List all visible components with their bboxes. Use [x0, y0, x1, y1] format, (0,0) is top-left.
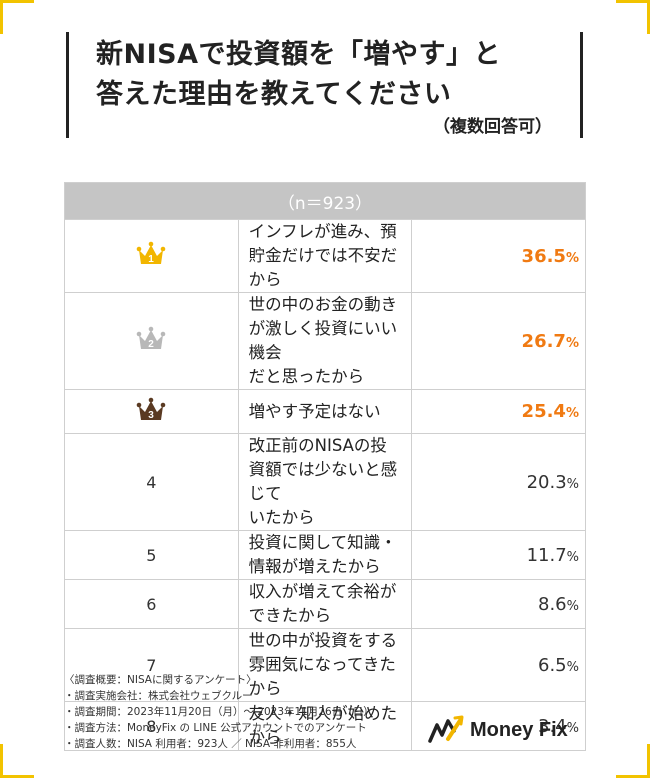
page-title-line-2: 答えた理由を教えてください — [96, 79, 452, 110]
percent-value: 11.7 — [526, 544, 567, 566]
reason-text: 世の中のお金の動きが激しく投資にいい機会 — [248, 295, 398, 362]
reason-text: 投資に関して知識・情報が増えたから — [248, 533, 397, 576]
table-row: 6 収入が増えて余裕ができたから 8.6% — [64, 579, 586, 629]
crown-icon-gold: 1 — [136, 241, 166, 271]
percent-value: 25.4 — [521, 401, 566, 422]
rank-cell: 1 — [64, 219, 239, 293]
ranking-table-body: 1 インフレが進み、預貯金だけでは不安だから 36.5% 2 世の中のお金の動きが激しく… — [64, 219, 586, 751]
svg-text:2: 2 — [149, 339, 155, 350]
percent-unit: % — [566, 720, 579, 736]
corner-accent-top-left-v — [0, 0, 3, 34]
svg-text:1: 1 — [149, 254, 155, 265]
crown-icon-bronze: 3 — [136, 397, 166, 427]
survey-note-line: ・調査期間：2023年11月20日（月）〜 2023年11月26日（日） — [64, 706, 374, 718]
rank-number: 8 — [146, 716, 157, 736]
survey-notes: 〈調査概要：NISAに関するアンケート〉 ・調査実施会社：株式会社ウェブクルー・調… — [64, 672, 374, 752]
percent-value: 3.4 — [538, 715, 567, 737]
table-row: 5 投資に関して知識・情報が増えたから 11.7% — [64, 530, 586, 580]
reason-text-cont: だと思ったから — [248, 367, 365, 386]
reason-cell: 投資に関して知識・情報が増えたから — [237, 530, 413, 580]
table-row: 8 友人・知人が始めたから 3.4% — [64, 701, 586, 751]
corner-accent-top-right-v — [647, 0, 650, 34]
reason-text: 増やす予定はない — [248, 401, 381, 421]
percent-unit: % — [565, 335, 579, 351]
reason-cell: 収入が増えて余裕ができたから — [237, 579, 413, 629]
reason-text: 世の中が投資をする雰囲気になってきたから — [248, 631, 398, 698]
percent-unit: % — [566, 598, 579, 614]
corner-accent-top-right-h — [616, 0, 650, 3]
percent-value: 36.5 — [521, 245, 566, 267]
svg-text:3: 3 — [149, 410, 155, 421]
table-row: 7 世の中が投資をする雰囲気になってきたから 6.5% — [64, 628, 586, 702]
page-title-line-1: 新NISAで投資額を「増やす」と — [96, 39, 501, 70]
rank-number: 4 — [146, 472, 157, 492]
corner-accent-bottom-left-v — [0, 744, 3, 778]
reason-text-cont: いたから — [248, 508, 315, 527]
rank-cell: 8 — [64, 701, 239, 751]
percent-value: 20.3 — [526, 471, 567, 493]
percent-unit: % — [565, 250, 579, 266]
corner-accent-top-left-h — [0, 0, 34, 3]
survey-note-line: ・調査方法：MoneyFix の LINE 公式アカウントでのアンケート — [64, 722, 367, 734]
survey-note-line: 〈調査概要：NISAに関するアンケート〉 — [64, 674, 257, 686]
percent-cell: 6.5% — [411, 628, 586, 702]
percent-value: 6.5 — [538, 654, 567, 676]
title-bracket-right — [580, 32, 583, 138]
percent-cell: 11.7% — [411, 530, 586, 580]
percent-unit: % — [566, 476, 579, 492]
rank-number: 6 — [146, 594, 157, 614]
table-row: 3 増やす予定はない 25.4% — [64, 389, 586, 434]
sample-size-header: （n＝923） — [64, 182, 586, 220]
multiple-answers-note: （複数回答可） — [433, 117, 552, 137]
rank-cell: 4 — [64, 433, 239, 531]
percent-cell: 8.6% — [411, 579, 586, 629]
reason-cell: 世の中のお金の動きが激しく投資にいい機会だと思ったから — [237, 292, 413, 390]
moneyfix-logo-icon — [428, 715, 464, 743]
ranking-table: （n＝923） 1 インフレが進み、預貯金だけでは不安だから 36.5% 2 世の中のお… — [64, 182, 586, 751]
reason-text: 収入が増えて余裕ができたから — [248, 582, 397, 625]
title-bracket-left — [66, 32, 69, 138]
reason-cell: 改正前のNISAの投資額では少ないと感じていたから — [237, 433, 413, 531]
table-header-row: （n＝923） — [64, 182, 586, 220]
percent-cell: 26.7% — [411, 292, 586, 390]
rank-number: 7 — [146, 655, 157, 675]
table-row: 1 インフレが進み、預貯金だけでは不安だから 36.5% — [64, 219, 586, 293]
rank-cell: 2 — [64, 292, 239, 390]
rank-cell: 5 — [64, 530, 239, 580]
survey-note-line: ・調査人数：NISA 利用者：923人 ／ NISA 非利用者：855人 — [64, 738, 357, 750]
crown-icon-silver: 2 — [136, 326, 166, 356]
percent-cell: 25.4% — [411, 389, 586, 434]
reason-text: インフレが進み、預貯金だけでは不安だから — [248, 222, 398, 289]
reason-cell: 友人・知人が始めたから — [237, 701, 413, 751]
table-row: 2 世の中のお金の動きが激しく投資にいい機会 だと思ったから 26.7% — [64, 292, 586, 390]
percent-unit: % — [565, 406, 579, 421]
reason-text: 友人・知人が始めたから — [248, 704, 398, 747]
percent-cell: 20.3% — [411, 433, 586, 531]
reason-cell: 増やす予定はない — [237, 389, 413, 434]
survey-note-line: ・調査実施会社：株式会社ウェブクルー — [64, 690, 253, 702]
rank-cell: 6 — [64, 579, 239, 629]
reason-cell: 世の中が投資をする雰囲気になってきたから — [237, 628, 413, 702]
percent-cell: 3.4% — [411, 701, 586, 751]
reason-cell: インフレが進み、預貯金だけでは不安だから — [237, 219, 413, 293]
percent-unit: % — [566, 659, 579, 675]
percent-value: 8.6 — [538, 593, 567, 615]
moneyfix-logo: Money Fix — [428, 714, 568, 746]
table-row: 4 改正前のNISAの投資額では少ないと感じて いたから 20.3% — [64, 433, 586, 531]
corner-accent-bottom-right-v — [647, 744, 650, 778]
corner-accent-bottom-left-h — [0, 775, 34, 778]
reason-text: 改正前のNISAの投資額では少ないと感じて — [248, 436, 398, 503]
rank-cell: 3 — [64, 389, 239, 434]
rank-number: 5 — [146, 545, 157, 565]
rank-cell: 7 — [64, 628, 239, 702]
moneyfix-logo-text: Money Fix — [470, 718, 568, 741]
corner-accent-bottom-right-h — [616, 775, 650, 778]
percent-unit: % — [566, 549, 579, 565]
percent-cell: 36.5% — [411, 219, 586, 293]
percent-value: 26.7 — [521, 330, 566, 352]
